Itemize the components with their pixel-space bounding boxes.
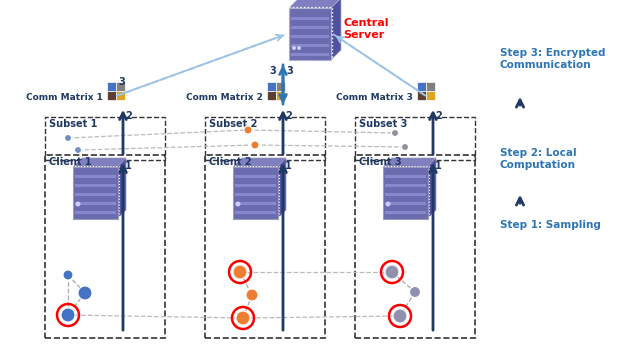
Bar [383,167,428,219]
Text: Comm Matrix 3: Comm Matrix 3 [336,92,413,101]
Circle shape [246,289,258,301]
Bar [291,17,329,20]
Circle shape [385,265,399,279]
Circle shape [233,265,247,279]
Text: Client 2: Client 2 [209,157,252,167]
Bar [235,175,276,178]
Polygon shape [117,158,126,219]
Bar [355,117,475,160]
Text: Subset 1: Subset 1 [49,119,97,129]
Polygon shape [331,0,341,60]
Circle shape [393,309,407,323]
Text: Client 3: Client 3 [359,157,402,167]
Circle shape [63,270,73,280]
Text: 3: 3 [118,77,125,87]
Circle shape [410,286,420,298]
Circle shape [236,311,250,325]
Bar [75,202,116,205]
Text: 2: 2 [435,111,442,121]
Text: Comm Matrix 1: Comm Matrix 1 [26,92,103,101]
Text: Client 1: Client 1 [49,157,92,167]
Bar [267,82,276,91]
Bar [116,82,125,91]
Bar [385,184,426,187]
Bar [73,167,118,219]
Polygon shape [427,158,436,219]
Bar [276,82,285,91]
Text: Step 1: Sampling: Step 1: Sampling [500,220,601,230]
Text: 1: 1 [125,161,132,171]
Text: Step 2: Local
Computation: Step 2: Local Computation [500,148,577,170]
Bar [45,117,165,160]
Circle shape [401,144,408,151]
Polygon shape [383,158,436,167]
Circle shape [236,201,241,207]
Circle shape [251,141,259,149]
Bar [45,155,165,338]
FancyBboxPatch shape [289,8,331,60]
Circle shape [61,308,75,322]
Bar [205,155,325,338]
Bar [267,91,276,100]
Bar [107,91,116,100]
Bar [385,175,426,178]
Text: 3: 3 [286,66,292,76]
Text: Subset 2: Subset 2 [209,119,257,129]
Bar [426,82,435,91]
Text: Comm Matrix 2: Comm Matrix 2 [186,92,263,101]
Text: 2: 2 [285,111,292,121]
Text: Step 3: Encrypted
Communication: Step 3: Encrypted Communication [500,48,605,70]
Bar [291,35,329,38]
Text: Subset 3: Subset 3 [359,119,408,129]
Circle shape [392,129,399,137]
Bar [355,155,475,338]
Bar [235,193,276,196]
Polygon shape [289,0,341,8]
Bar [382,166,429,220]
Text: 1: 1 [285,161,292,171]
Bar [417,82,426,91]
Polygon shape [277,158,286,219]
Bar [116,91,125,100]
Text: 3: 3 [269,66,276,76]
Circle shape [76,201,81,207]
Circle shape [244,126,252,134]
Text: 2: 2 [125,111,132,121]
Bar [385,211,426,214]
Bar [75,175,116,178]
Bar [235,202,276,205]
Circle shape [385,201,390,207]
Bar [291,26,329,29]
Circle shape [292,46,296,50]
Bar [291,53,329,56]
Bar [107,82,116,91]
Circle shape [65,135,72,142]
Text: 1: 1 [435,161,442,171]
Bar [385,193,426,196]
Bar [276,91,285,100]
Bar [72,166,119,220]
Bar [235,211,276,214]
Circle shape [297,46,301,50]
Bar [232,166,279,220]
Circle shape [78,286,92,300]
Text: Central
Server: Central Server [343,18,388,39]
Bar [291,44,329,47]
Polygon shape [73,158,126,167]
Circle shape [74,146,81,154]
Bar [233,167,278,219]
Bar [417,91,426,100]
Bar [75,184,116,187]
Bar [426,91,435,100]
Bar [205,117,325,160]
Bar [385,202,426,205]
Polygon shape [233,158,286,167]
Bar [75,193,116,196]
Bar [235,184,276,187]
Bar [75,211,116,214]
